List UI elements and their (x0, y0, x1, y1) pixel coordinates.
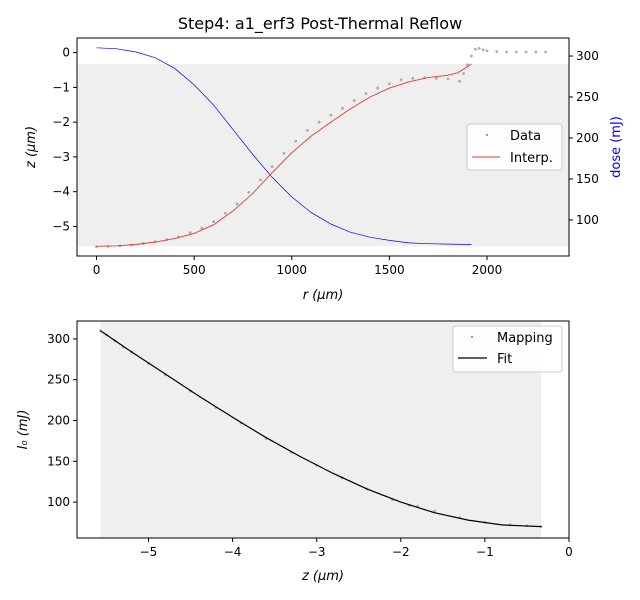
data-point (458, 79, 462, 83)
legend-data-marker (485, 133, 489, 137)
data-point (305, 129, 309, 132)
legend-fit-label: Fit (497, 352, 512, 367)
data-point (534, 50, 538, 54)
dose-line (96, 47, 472, 245)
legend-interp-label: Interp. (510, 151, 553, 166)
bottom-plot-frame (76, 320, 570, 539)
data-point (329, 113, 333, 117)
data-point (200, 226, 204, 230)
data-point (481, 48, 485, 52)
x-tick-label: −1 (476, 545, 494, 559)
x-tick-label: −2 (392, 545, 410, 559)
top-plot-frame (76, 37, 570, 257)
data-point (376, 86, 380, 90)
x-tick-label: −5 (140, 545, 158, 559)
y2-tick-label: 250 (576, 90, 599, 104)
y-tick-label: 100 (47, 495, 70, 509)
data-point (259, 178, 262, 182)
y-tick-label: −3 (52, 150, 70, 164)
y-tick-label: −1 (52, 80, 70, 94)
data-point (212, 220, 216, 223)
data-point (462, 72, 465, 75)
x-tick-label: 0 (93, 263, 101, 277)
x-axis-label: r (μm) (303, 288, 344, 303)
data-point (399, 78, 403, 82)
data-point (270, 165, 274, 169)
data-point (469, 54, 473, 58)
y-axis-label: z (μm) (24, 126, 39, 169)
y-tick-label: −2 (52, 115, 70, 129)
y2-axis-label: dose (mJ) (609, 116, 624, 178)
data-point (294, 139, 298, 143)
data-point (247, 190, 251, 194)
x-tick-label: −4 (224, 545, 242, 559)
y-axis-label: I₀ (mJ) (16, 410, 31, 450)
figure-title: Step4: a1_erf3 Post-Thermal Reflow (178, 14, 462, 34)
legend-mapping-marker (470, 335, 474, 339)
y2-tick-label: 150 (576, 172, 599, 186)
data-point (341, 106, 344, 110)
bottom-legend-box (452, 325, 563, 373)
data-point (352, 99, 356, 102)
x-tick-label: 2000 (472, 263, 503, 277)
y-tick-label: 300 (47, 332, 70, 346)
data-point (485, 49, 489, 53)
legend-mapping-label: Mapping (497, 331, 553, 346)
data-point (477, 47, 481, 50)
data-point (514, 50, 518, 54)
data-point (524, 50, 528, 54)
mapping-point (539, 525, 543, 528)
data-point (495, 50, 499, 53)
interp-line (96, 63, 472, 247)
data-point (466, 63, 469, 67)
x-tick-label: 0 (565, 545, 573, 559)
data-point (505, 50, 508, 54)
data-point (188, 231, 192, 235)
top-legend: Data Interp. (466, 123, 563, 171)
y2-tick-label: 300 (576, 49, 599, 63)
y-tick-label: 0 (62, 46, 70, 60)
data-point (235, 202, 239, 206)
y2-tick-label: 200 (576, 131, 599, 145)
x-tick-label: 500 (183, 263, 206, 277)
data-point (446, 77, 450, 81)
y-tick-label: −4 (52, 185, 70, 199)
data-point (387, 82, 391, 86)
legend-data-label: Data (510, 129, 541, 144)
top-legend-box (466, 123, 563, 171)
bottom-legend: Mapping Fit (452, 325, 563, 373)
top-axes: 0 500 1000 1500 2000 0 −1 −2 −3 −4 −5 100 150 200 250 3… (24, 37, 624, 303)
x-tick-label: 1000 (276, 263, 307, 277)
mapping-point (433, 509, 436, 513)
data-point (317, 120, 321, 124)
data-point (282, 152, 286, 155)
y-tick-label: 150 (47, 454, 70, 468)
data-point (544, 50, 547, 54)
data-point (411, 76, 415, 80)
data-point (223, 211, 227, 215)
x-tick-label: 1500 (374, 263, 405, 277)
data-point (473, 47, 477, 51)
fit-line (100, 330, 542, 528)
x-axis-label: z (μm) (301, 569, 344, 584)
data-point (364, 92, 368, 96)
y-tick-label: −5 (52, 219, 70, 233)
data-point (434, 76, 438, 80)
y2-tick-label: 100 (576, 213, 599, 227)
x-tick-label: −3 (308, 545, 326, 559)
y-tick-label: 200 (47, 414, 70, 428)
bottom-axes: −5 −4 −3 −2 −1 0 100 150 200 250 300 z (μm) I₀ (mJ) M… (16, 320, 573, 584)
y-tick-label: 250 (47, 373, 70, 387)
